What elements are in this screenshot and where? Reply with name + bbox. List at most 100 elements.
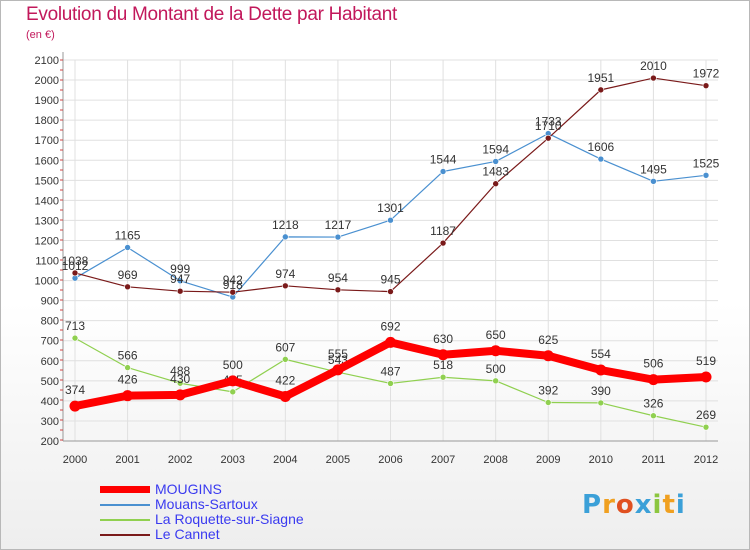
y-tick-label: 1300 [35, 215, 59, 227]
legend-label: Le Cannet [155, 526, 220, 542]
data-label: 2010 [640, 59, 667, 73]
y-tick-label: 1100 [35, 256, 59, 268]
data-point [437, 349, 449, 361]
data-point [282, 233, 289, 241]
data-point [385, 336, 396, 348]
data-point [650, 178, 657, 185]
data-point [542, 350, 554, 362]
logo-letter: t [662, 490, 676, 520]
chart-subtitle: (en €) [26, 29, 55, 41]
logo-letter: x [634, 490, 653, 520]
data-label: 1972 [693, 67, 720, 81]
x-tick-label: 2007 [431, 454, 455, 466]
data-point [700, 371, 712, 383]
data-label: 1217 [325, 218, 352, 232]
data-label: 566 [118, 349, 138, 363]
data-label: 555 [328, 347, 348, 361]
data-point [647, 374, 659, 386]
x-tick-label: 2004 [273, 454, 297, 466]
y-tick-label: 600 [41, 356, 59, 368]
logo-letter: r [602, 490, 616, 520]
legend-swatch [100, 534, 150, 536]
data-label: 947 [170, 272, 190, 286]
data-point [650, 74, 657, 82]
data-label: 1165 [115, 228, 141, 242]
data-label: 390 [591, 384, 611, 398]
data-point [334, 286, 342, 294]
data-label: 942 [223, 273, 243, 287]
data-point [279, 390, 291, 402]
data-point [492, 377, 499, 385]
y-tick-label: 1900 [35, 95, 59, 107]
data-label: 1038 [62, 254, 89, 268]
data-point [650, 412, 657, 420]
data-point [176, 277, 184, 285]
y-tick-label: 1800 [35, 115, 59, 127]
data-label: 999 [170, 262, 190, 276]
data-point [227, 375, 239, 387]
data-point [702, 423, 710, 431]
data-point [439, 168, 447, 175]
data-point [490, 345, 502, 357]
data-point [71, 269, 79, 277]
data-point [176, 379, 184, 387]
data-point [124, 244, 131, 251]
logo-letter: i [675, 490, 686, 520]
y-tick-label: 2000 [35, 75, 59, 87]
y-tick-label: 800 [41, 316, 59, 328]
data-label: 269 [696, 408, 716, 422]
y-tick-label: 300 [41, 416, 59, 428]
x-tick-label: 2011 [642, 454, 666, 466]
proxiti-logo: Proxiti [582, 490, 686, 520]
data-point [124, 364, 131, 371]
data-label: 554 [591, 347, 611, 361]
data-label: 430 [170, 372, 190, 386]
x-tick-label: 2005 [326, 454, 350, 466]
y-tick-label: 1600 [35, 155, 59, 167]
data-point [492, 180, 499, 188]
data-point [332, 364, 344, 376]
data-point [544, 399, 552, 406]
data-label: 713 [65, 319, 85, 333]
data-point [597, 86, 605, 94]
data-point [387, 380, 394, 387]
data-label: 650 [486, 328, 506, 342]
x-tick-label: 2008 [483, 454, 507, 466]
data-label: 625 [538, 333, 558, 347]
x-tick-label: 2001 [115, 454, 139, 466]
data-label: 1525 [693, 156, 720, 170]
data-point [229, 288, 237, 296]
data-label: 1301 [377, 201, 404, 215]
y-tick-label: 400 [41, 396, 59, 408]
data-label: 1483 [482, 165, 509, 179]
x-tick-label: 2003 [221, 454, 245, 466]
data-label: 1218 [272, 218, 299, 232]
logo-letter: i [652, 490, 663, 520]
data-point [334, 233, 342, 241]
x-tick-label: 2009 [536, 454, 560, 466]
data-label: 692 [380, 319, 400, 333]
data-label: 918 [223, 278, 243, 292]
data-point [282, 282, 289, 290]
data-label: 945 [380, 273, 400, 287]
legend-swatch [100, 486, 150, 493]
data-point [597, 155, 605, 163]
data-label: 1951 [587, 71, 614, 85]
data-label: 500 [486, 362, 506, 376]
x-tick-label: 2010 [589, 454, 613, 466]
data-label: 506 [643, 357, 663, 371]
data-label: 630 [433, 332, 453, 346]
legend-swatch [100, 519, 150, 521]
data-point [492, 158, 499, 165]
data-point [122, 390, 134, 402]
data-label: 392 [538, 383, 558, 397]
data-point [174, 389, 186, 401]
data-label: 1710 [535, 119, 562, 133]
data-label: 374 [65, 383, 85, 397]
data-label: 487 [380, 364, 400, 378]
data-label: 1495 [640, 162, 667, 176]
y-tick-label: 1700 [35, 135, 59, 147]
data-point [71, 334, 79, 342]
